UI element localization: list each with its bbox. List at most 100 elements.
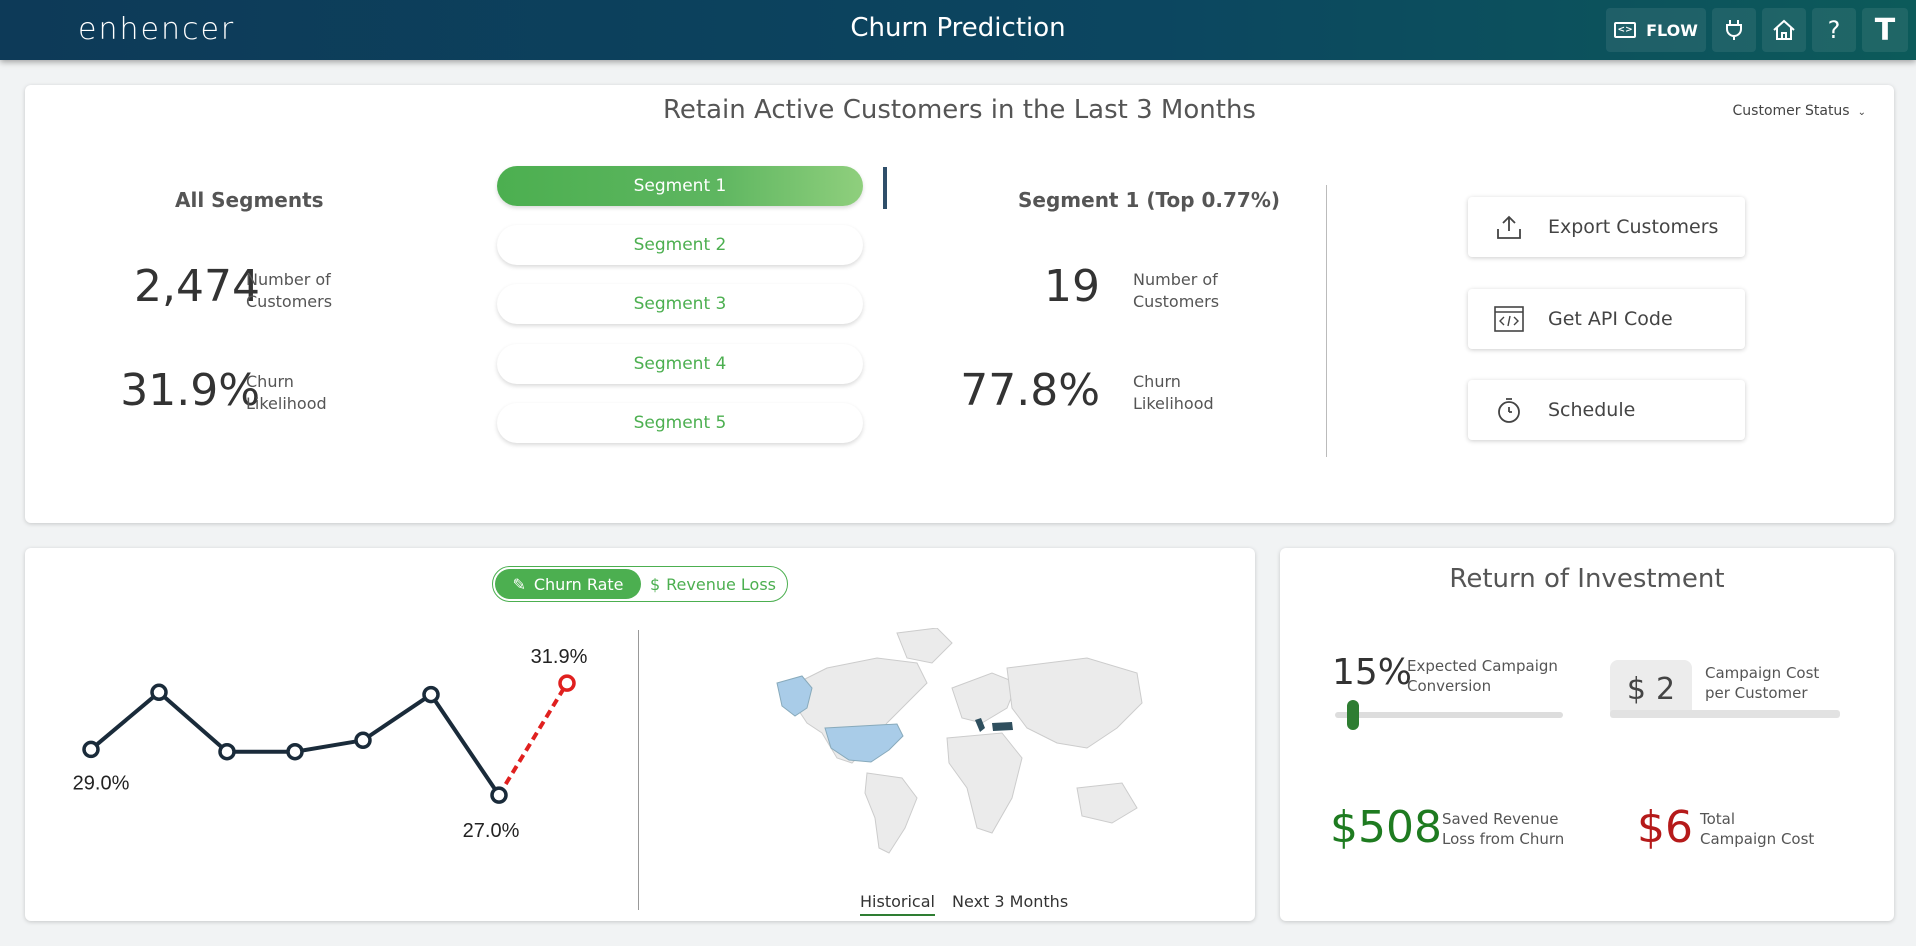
churn-point-3[interactable]: [218, 742, 236, 761]
conversion-label-1: Expected Campaign: [1407, 657, 1558, 675]
segment-2-button[interactable]: Segment 2: [497, 225, 863, 265]
all-churn-label-1: Churn: [246, 372, 294, 391]
usa-shape: [824, 723, 904, 763]
map-tabs: Historical Next 3 Months: [860, 892, 1080, 916]
home-icon: [1773, 19, 1795, 40]
cost-label-2: per Customer: [1705, 684, 1808, 702]
conversion-slider-thumb[interactable]: [1347, 700, 1360, 730]
total-cost-label-2: Campaign Cost: [1700, 830, 1815, 848]
saved-revenue-label-2: Loss from Churn: [1442, 830, 1565, 848]
cost-label: Campaign Cost per Customer: [1705, 663, 1819, 703]
get-api-code-label: Get API Code: [1548, 308, 1673, 330]
export-customers-label: Export Customers: [1548, 216, 1719, 238]
all-customers-label-1: Number of: [246, 270, 331, 289]
export-customers-button[interactable]: Export Customers: [1468, 197, 1745, 257]
schedule-button[interactable]: Schedule: [1468, 380, 1745, 440]
segment-selection-marker: [883, 167, 887, 209]
churn-point-7[interactable]: [490, 786, 508, 804]
world-map[interactable]: [767, 628, 1147, 858]
asia-shape: [1006, 657, 1143, 749]
segment-churn-label-2: Likelihood: [1133, 394, 1214, 413]
greenland-shape: [896, 628, 953, 664]
total-cost-label-1: Total: [1700, 810, 1736, 828]
conversion-label: Expected Campaign Conversion: [1407, 656, 1558, 696]
roi-panel: Return of Investment 15% Expected Campai…: [1280, 548, 1894, 921]
last-point-label: 27.0%: [463, 820, 520, 842]
segment-1-button[interactable]: Segment 1: [497, 166, 863, 206]
churn-point-2[interactable]: [150, 683, 168, 702]
conversion-slider-track[interactable]: [1335, 712, 1563, 718]
segment-churn-value: 77.8%: [960, 365, 1100, 416]
forecast-point-label: 31.9%: [531, 646, 588, 668]
total-cost-value: $6: [1637, 802, 1693, 853]
segment-3-button[interactable]: Segment 3: [497, 284, 863, 324]
home-button[interactable]: [1762, 8, 1806, 52]
alaska-shape: [776, 675, 813, 717]
customer-status-label: Customer Status: [1732, 103, 1850, 119]
roi-title: Return of Investment: [1449, 564, 1725, 594]
running-person-icon: ✎: [512, 574, 526, 594]
chevron-down-icon: ⌄: [1857, 107, 1866, 118]
get-api-code-button[interactable]: Get API Code: [1468, 289, 1745, 349]
stopwatch-icon: [1492, 393, 1526, 427]
forecast-point[interactable]: [558, 674, 576, 692]
africa-shape: [946, 732, 1023, 834]
segment-churn-label: Churn Likelihood: [1133, 371, 1214, 415]
saved-revenue-label-1: Saved Revenue: [1442, 810, 1559, 828]
churn-point-4[interactable]: [286, 742, 304, 761]
page-title: Churn Prediction: [850, 13, 1066, 43]
conversion-value: 15%: [1332, 652, 1413, 693]
italy-shape: [975, 718, 985, 732]
revenue-loss-label: Revenue Loss: [666, 574, 777, 594]
customer-status-dropdown[interactable]: Customer Status ⌄: [1733, 103, 1866, 119]
segment-customers-label: Number of Customers: [1133, 269, 1219, 313]
flow-button[interactable]: <> FLOW: [1606, 8, 1706, 52]
cost-value: 2: [1656, 671, 1676, 707]
saved-revenue-value: $508: [1330, 802, 1442, 853]
selected-segment-title: Segment 1 (Top 0.77%): [1018, 188, 1281, 212]
metric-toggle[interactable]: ✎ Churn Rate $ Revenue Loss: [492, 566, 788, 602]
conversion-label-2: Conversion: [1407, 677, 1492, 695]
upload-icon: [1492, 210, 1526, 244]
south-america-shape: [864, 772, 918, 854]
tab-next-3-months[interactable]: Next 3 Months: [952, 892, 1069, 911]
schedule-label: Schedule: [1548, 399, 1636, 421]
churn-point-5[interactable]: [354, 731, 372, 750]
chart-divider: [638, 630, 639, 910]
panel-title: Retain Active Customers in the Last 3 Mo…: [663, 95, 1256, 125]
churn-point-6[interactable]: [422, 685, 440, 704]
dollar-icon: $: [649, 574, 661, 594]
cost-slider-track[interactable]: [1610, 710, 1840, 718]
churn-rate-option[interactable]: ✎ Churn Rate: [495, 569, 641, 599]
forecast-line: [497, 682, 569, 797]
help-button[interactable]: ?: [1812, 8, 1856, 52]
total-cost-label: Total Campaign Cost: [1700, 809, 1814, 849]
cost-label-1: Campaign Cost: [1705, 664, 1820, 682]
cost-per-customer-input[interactable]: $ 2: [1610, 660, 1692, 718]
revenue-loss-option[interactable]: $ Revenue Loss: [643, 569, 783, 599]
segment-customers-label-1: Number of: [1133, 270, 1218, 289]
plug-button[interactable]: [1712, 8, 1756, 52]
plug-icon: [1726, 20, 1742, 40]
churn-line-chart: 29.0% 27.0% 31.9%: [73, 646, 588, 842]
all-customers-label-2: Customers: [246, 292, 333, 311]
europe-shape: [951, 672, 1018, 724]
turkey-shape: [992, 722, 1013, 731]
tab-historical[interactable]: Historical: [860, 892, 935, 916]
all-customers-label: Number of Customers: [246, 269, 332, 313]
segment-5-button[interactable]: Segment 5: [497, 403, 863, 443]
churn-rate-label: Churn Rate: [533, 574, 624, 594]
enhencer-logo[interactable]: enhencer: [78, 12, 236, 47]
segment-customers-value: 19: [1044, 261, 1100, 312]
user-avatar[interactable]: T: [1862, 8, 1908, 52]
segment-4-button[interactable]: Segment 4: [497, 344, 863, 384]
saved-revenue-label: Saved Revenue Loss from Churn: [1442, 809, 1564, 849]
segments-panel: Retain Active Customers in the Last 3 Mo…: [25, 85, 1894, 523]
churn-point-1[interactable]: [82, 740, 100, 759]
all-churn-label: Churn Likelihood: [246, 371, 327, 415]
segment-churn-label-1: Churn: [1133, 372, 1181, 391]
flow-label: FLOW: [1646, 20, 1698, 40]
all-customers-value: 2,474: [134, 261, 260, 312]
all-churn-label-2: Likelihood: [246, 394, 327, 413]
code-frame-icon: <>: [1614, 22, 1637, 38]
